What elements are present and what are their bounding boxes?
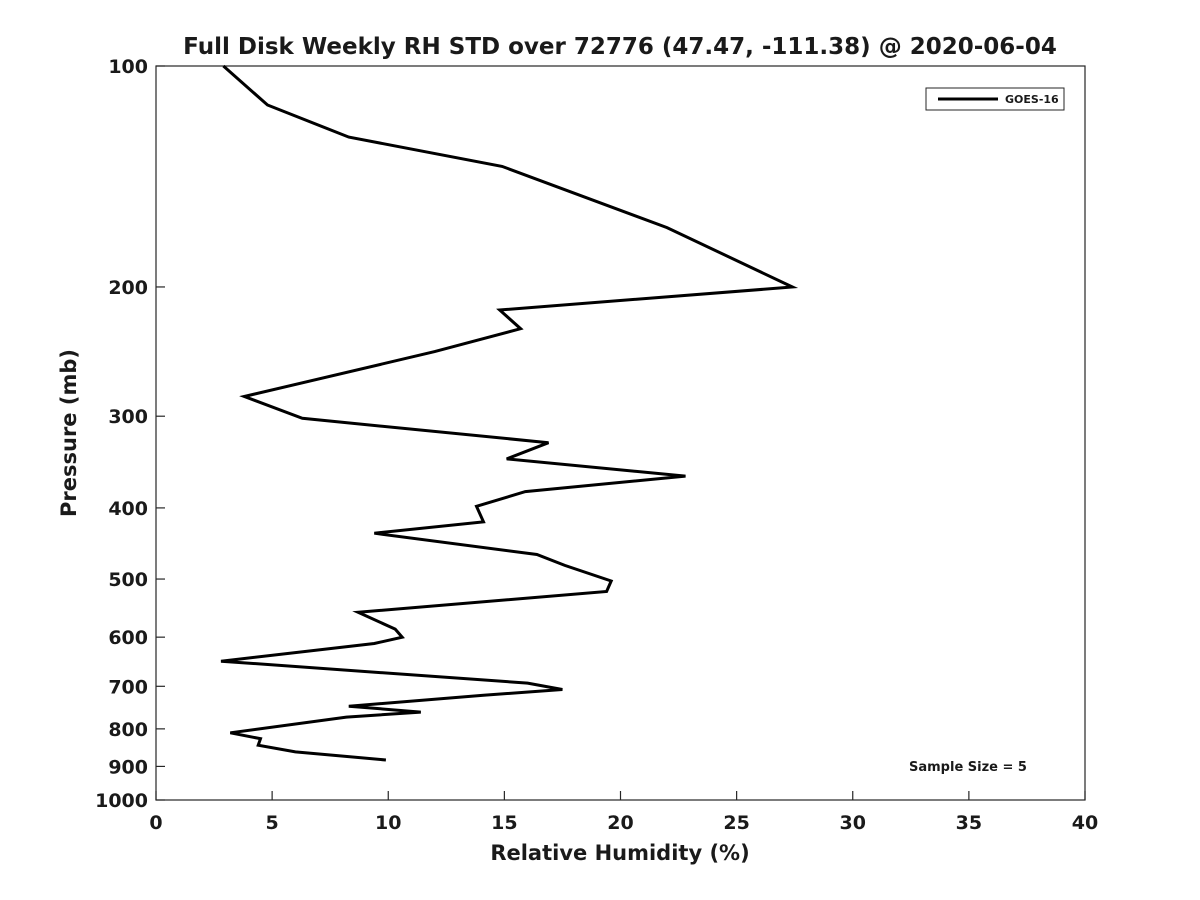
sample-size-annotation: Sample Size = 5 — [909, 760, 1027, 775]
x-tick-label: 20 — [607, 812, 633, 834]
chart-title: Full Disk Weekly RH STD over 72776 (47.4… — [183, 34, 1057, 60]
y-tick-label: 500 — [108, 569, 148, 591]
y-tick-label: 100 — [108, 56, 148, 78]
x-tick-label: 40 — [1072, 812, 1098, 834]
x-tick-label: 5 — [266, 812, 279, 834]
y-tick-label: 1000 — [95, 790, 148, 812]
x-axis-label: Relative Humidity (%) — [490, 841, 749, 865]
series-line-goes-16 — [220, 64, 799, 762]
y-tick-label: 400 — [108, 498, 148, 520]
y-tick-label: 300 — [108, 406, 148, 428]
y-axis-label: Pressure (mb) — [57, 349, 81, 517]
y-tick-label: 700 — [108, 676, 148, 698]
x-tick-label: 35 — [956, 812, 982, 834]
legend-label-goes-16: GOES-16 — [1005, 93, 1059, 106]
x-axis: 0 5 10 15 20 25 30 35 40 — [149, 791, 1098, 834]
x-tick-label: 0 — [149, 812, 162, 834]
legend: GOES-16 — [925, 87, 1065, 111]
x-tick-label: 10 — [375, 812, 401, 834]
y-tick-label: 800 — [108, 719, 148, 741]
x-tick-label: 30 — [840, 812, 866, 834]
x-tick-label: 25 — [723, 812, 749, 834]
x-tick-label: 15 — [491, 812, 517, 834]
y-tick-label: 200 — [108, 277, 148, 299]
plot-area: 0 5 10 15 20 25 30 35 40 100 200 300 400 500 600 700 80… — [95, 56, 1098, 834]
y-axis: 100 200 300 400 500 600 700 800 900 1000 — [95, 56, 165, 812]
y-tick-label: 600 — [108, 627, 148, 649]
y-tick-label: 900 — [108, 756, 148, 778]
